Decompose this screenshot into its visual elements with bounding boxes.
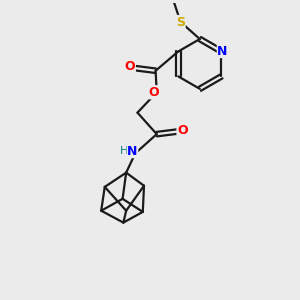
Text: N: N bbox=[218, 44, 228, 58]
Text: O: O bbox=[125, 60, 135, 74]
Text: N: N bbox=[127, 145, 138, 158]
Text: O: O bbox=[177, 124, 188, 137]
Text: O: O bbox=[149, 86, 159, 99]
Text: H: H bbox=[120, 146, 128, 156]
Text: S: S bbox=[176, 16, 185, 28]
